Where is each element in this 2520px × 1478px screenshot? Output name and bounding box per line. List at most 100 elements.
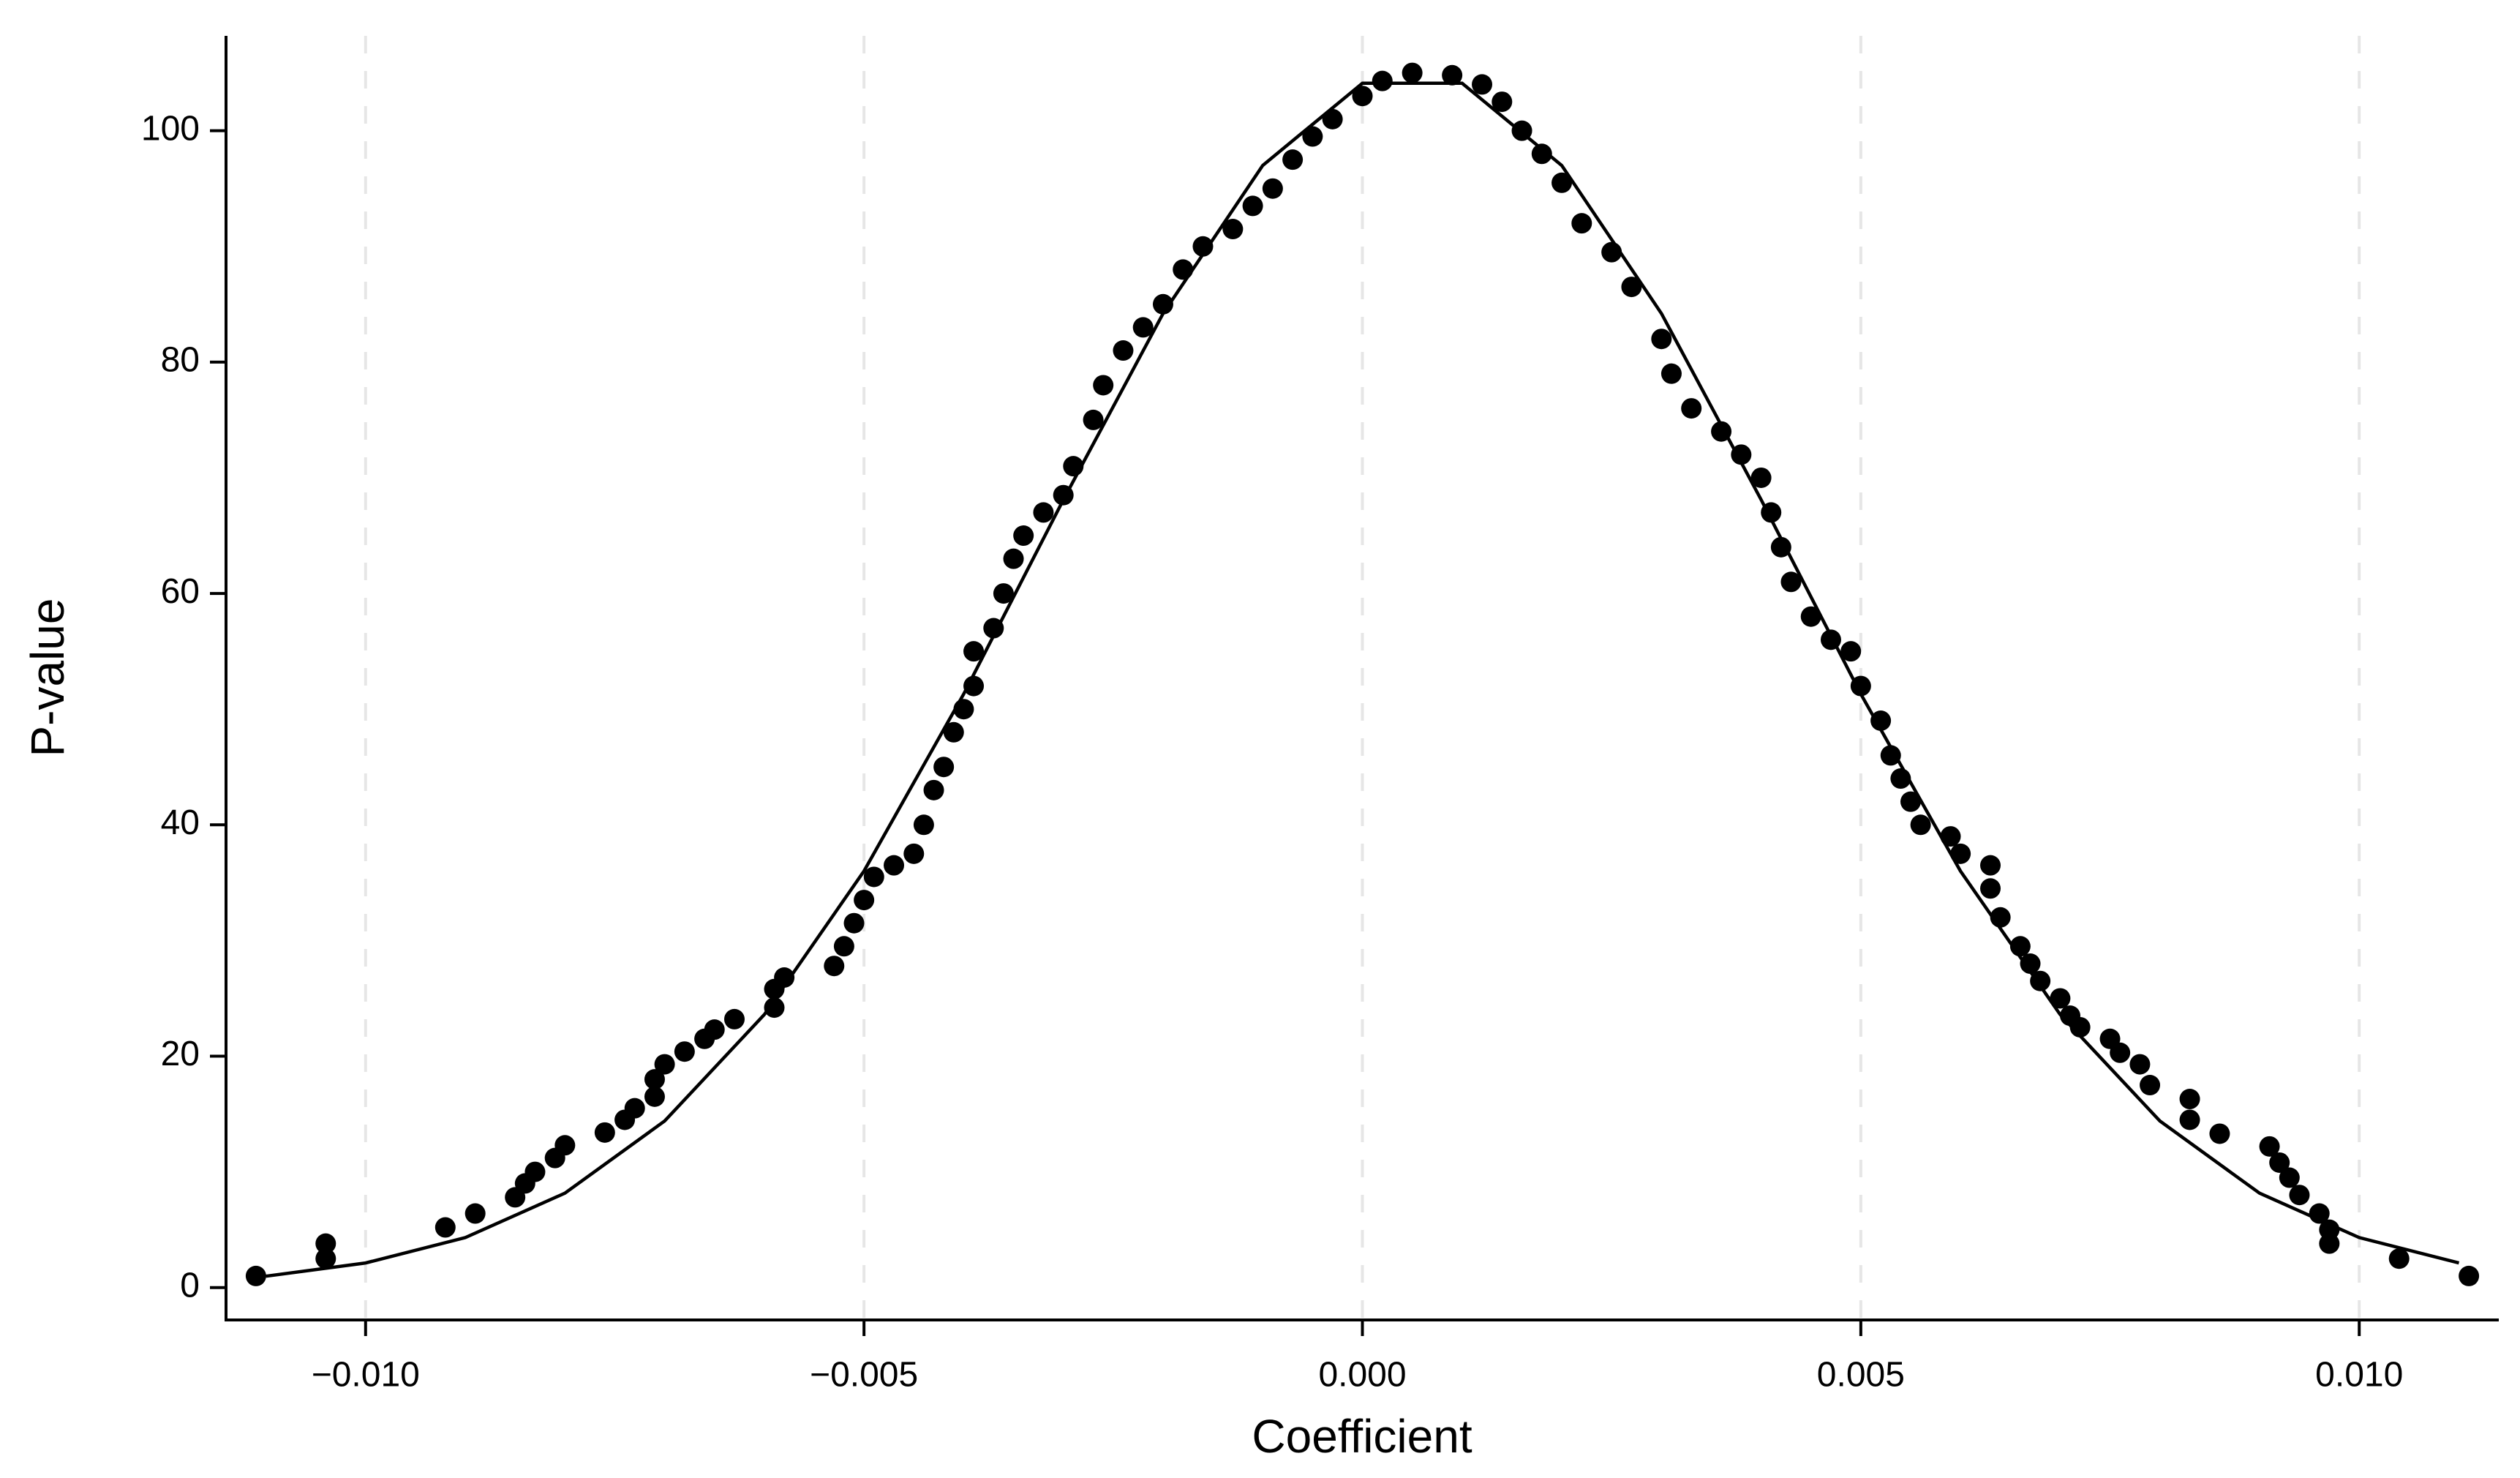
y-tick-label: 0	[180, 1266, 200, 1305]
point	[1083, 409, 1104, 430]
point	[1950, 843, 1971, 864]
point	[953, 699, 974, 720]
point	[1880, 745, 1901, 766]
point	[993, 583, 1014, 604]
point	[1511, 120, 1532, 141]
point	[1840, 641, 1862, 662]
point	[1910, 814, 1931, 836]
point	[1820, 629, 1841, 650]
point	[723, 1008, 745, 1029]
point	[1003, 548, 1024, 569]
point	[863, 866, 884, 888]
point	[1651, 329, 1672, 350]
x-tick-label: −0.005	[810, 1356, 918, 1395]
point	[2289, 1185, 2310, 1206]
point	[1352, 86, 1373, 107]
point	[2129, 1054, 2151, 1075]
point	[1282, 149, 1304, 170]
point	[1222, 219, 1244, 240]
y-tick-label: 100	[141, 109, 200, 148]
point	[1940, 826, 1961, 847]
point	[2209, 1123, 2230, 1144]
point	[2140, 1075, 2161, 1096]
point	[1980, 878, 2001, 899]
point	[1053, 484, 1074, 506]
point	[315, 1248, 336, 1269]
point	[1531, 143, 1552, 165]
point	[1711, 421, 1732, 442]
point	[624, 1098, 645, 1119]
point	[1113, 340, 1134, 361]
point	[2179, 1089, 2200, 1110]
point	[704, 1019, 725, 1040]
point	[2030, 970, 2051, 991]
point	[1372, 70, 1393, 91]
point	[1442, 64, 1463, 86]
point	[1601, 241, 1622, 263]
point	[1800, 606, 1821, 627]
point	[2050, 988, 2071, 1009]
point	[2279, 1167, 2300, 1188]
point	[1322, 108, 1343, 130]
point	[1302, 126, 1323, 147]
point	[1152, 293, 1173, 315]
point	[1402, 62, 1423, 83]
point	[654, 1054, 675, 1075]
point	[1890, 768, 1911, 789]
point	[1681, 398, 1702, 419]
point	[1770, 536, 1791, 558]
point	[963, 641, 985, 662]
y-tick-label: 20	[161, 1035, 200, 1073]
point	[1621, 277, 1642, 298]
y-tick-label: 80	[161, 341, 200, 380]
point	[1870, 710, 1892, 731]
point	[2388, 1248, 2410, 1269]
point	[2020, 953, 2041, 975]
point	[2069, 1016, 2091, 1038]
point	[1731, 444, 1752, 465]
point	[854, 890, 875, 911]
point	[933, 757, 955, 778]
point	[1173, 259, 1194, 280]
point	[1192, 236, 1214, 257]
point	[594, 1122, 615, 1143]
point	[903, 843, 925, 864]
point	[1063, 456, 1084, 477]
point	[913, 814, 934, 836]
point	[245, 1265, 266, 1286]
x-tick-label: 0.000	[1318, 1356, 1406, 1395]
point	[644, 1086, 665, 1107]
point	[1033, 502, 1054, 523]
x-tick-label: 0.005	[1817, 1356, 1905, 1395]
point	[774, 967, 795, 988]
point	[1242, 195, 1263, 217]
x-tick-label: −0.010	[312, 1356, 420, 1395]
point	[2459, 1265, 2480, 1286]
point	[1132, 317, 1154, 338]
point	[1492, 91, 1513, 113]
point	[2309, 1203, 2330, 1224]
x-axis-title: Coefficient	[1252, 1410, 1472, 1463]
point	[1980, 855, 2001, 876]
point	[963, 675, 985, 697]
fit-curve	[266, 81, 2460, 1278]
point	[1472, 74, 1493, 95]
point	[435, 1217, 456, 1238]
point	[554, 1135, 576, 1156]
point	[843, 912, 865, 934]
point	[1900, 791, 1921, 812]
point	[2110, 1042, 2131, 1063]
point	[1750, 467, 1772, 488]
y-axis-title: P-value	[21, 599, 74, 757]
point	[2009, 936, 2031, 957]
point	[1990, 907, 2011, 928]
point	[884, 855, 905, 876]
point	[1850, 675, 1871, 697]
point	[923, 779, 944, 800]
point	[2179, 1109, 2200, 1130]
point	[1571, 213, 1592, 234]
point	[1761, 502, 1782, 523]
point	[1093, 375, 1114, 396]
